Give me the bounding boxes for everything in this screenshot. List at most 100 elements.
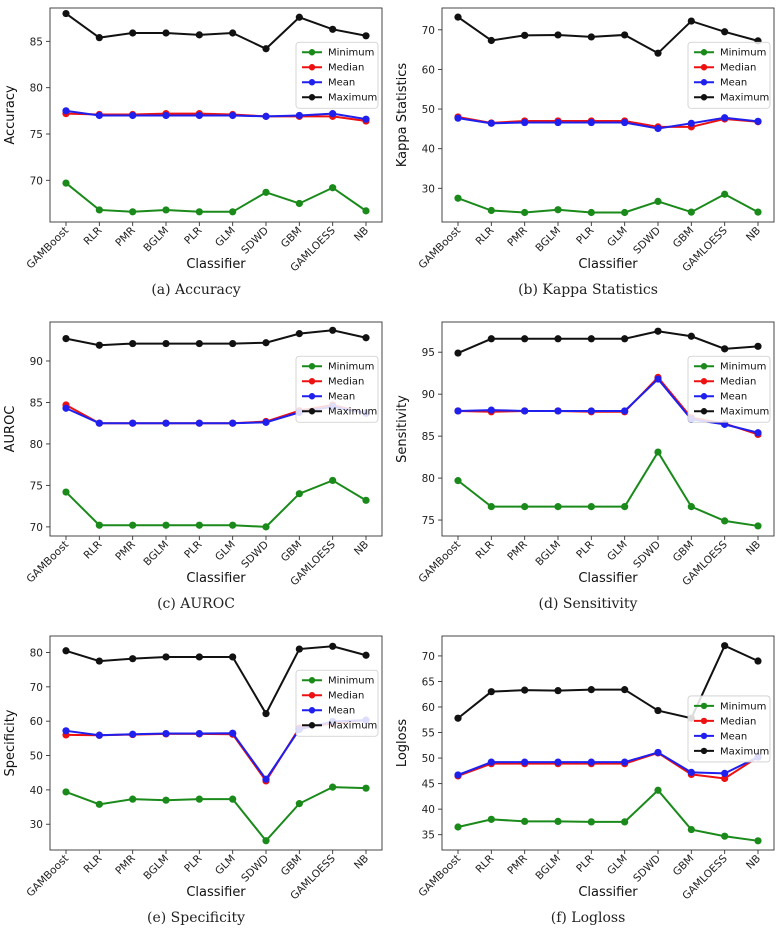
data-point-maximum xyxy=(587,686,595,694)
data-point-minimum xyxy=(521,503,529,511)
data-point-maximum xyxy=(229,29,237,37)
series-line-minimum xyxy=(457,450,759,527)
legend-marker-mean xyxy=(700,79,708,86)
data-point-minimum xyxy=(454,477,462,485)
y-tick-label: 85 xyxy=(30,397,43,409)
legend-marker-minimum xyxy=(700,702,708,710)
y-tick-label: 45 xyxy=(422,779,435,791)
data-point-minimum xyxy=(295,490,303,498)
data-point-maximum xyxy=(329,642,337,650)
series-line-maximum xyxy=(457,644,759,720)
y-tick-label: 80 xyxy=(30,83,43,95)
chart-svg-f: 35 40 45 50 55 60 65 70 GAMBoost RLR PMR BGLM PLR GLM… xyxy=(395,635,775,902)
legend-label-mean: Mean xyxy=(328,78,355,89)
data-point-maximum xyxy=(62,9,70,18)
legend: Minimum Median Mean Maximum xyxy=(687,695,771,763)
data-point-mean xyxy=(554,407,562,415)
data-point-maximum xyxy=(262,710,270,718)
series-line-median xyxy=(457,751,759,780)
legend-label-maximum: Maximum xyxy=(328,407,377,418)
y-tick-label: 60 xyxy=(30,716,43,728)
x-tick-label: BGLM xyxy=(141,225,171,255)
data-point-minimum xyxy=(587,208,595,217)
data-point-mean xyxy=(95,731,103,739)
legend-marker-median xyxy=(700,64,708,71)
data-point-mean xyxy=(621,758,629,766)
legend-marker-mean xyxy=(308,79,316,86)
data-point-minimum xyxy=(521,817,529,825)
x-tick-label: GAMBoost xyxy=(416,539,463,586)
plot-frame xyxy=(49,321,383,537)
data-point-maximum xyxy=(587,335,595,343)
data-point-maximum xyxy=(295,330,303,338)
data-point-minimum xyxy=(329,184,337,192)
data-point-mean xyxy=(521,758,529,766)
data-point-mean xyxy=(62,107,70,115)
data-point-minimum xyxy=(721,517,729,525)
y-tick-label: 95 xyxy=(422,347,435,359)
data-point-maximum xyxy=(162,29,170,37)
data-point-minimum xyxy=(687,825,695,834)
data-point-mean xyxy=(329,110,337,118)
data-point-mean xyxy=(195,729,203,738)
y-tick-label: 50 xyxy=(30,751,43,763)
data-point-minimum xyxy=(687,503,695,511)
x-tick-label: RLR xyxy=(82,539,105,562)
legend-label-mean: Mean xyxy=(720,392,747,403)
x-tick-label: NB xyxy=(352,225,371,244)
data-point-minimum xyxy=(195,521,203,529)
x-tick-label: GAMBoost xyxy=(24,539,71,586)
data-point-mean xyxy=(195,111,203,120)
data-point-minimum xyxy=(487,815,495,823)
x-tick-label: BGLM xyxy=(141,853,171,883)
data-point-maximum xyxy=(687,332,695,340)
data-point-minimum xyxy=(362,496,370,504)
data-point-minimum xyxy=(195,208,203,216)
data-point-maximum xyxy=(687,17,695,25)
plot-frame xyxy=(441,635,775,851)
y-tick-label: 50 xyxy=(422,753,435,765)
legend-marker-mean xyxy=(700,393,708,400)
series-line-maximum xyxy=(65,329,367,347)
data-point-maximum xyxy=(521,31,529,39)
series-line-mean xyxy=(65,109,367,121)
data-point-mean xyxy=(295,111,303,120)
x-tick-label: PLR xyxy=(574,853,596,875)
data-point-maximum xyxy=(95,657,103,665)
data-point-minimum xyxy=(262,188,270,196)
x-tick-label: GLM xyxy=(605,539,630,564)
data-point-minimum xyxy=(95,521,103,529)
panel-caption: (b) Kappa Statistics xyxy=(518,282,658,298)
data-point-mean xyxy=(162,729,170,738)
legend-marker-maximum xyxy=(308,94,316,101)
series-line-minimum xyxy=(65,479,367,528)
data-point-minimum xyxy=(362,784,370,792)
x-tick-label: RLR xyxy=(474,539,497,562)
data-point-maximum xyxy=(454,349,462,357)
data-point-mean xyxy=(754,117,762,125)
data-point-mean xyxy=(587,407,595,415)
data-point-minimum xyxy=(162,521,170,529)
legend-label-median: Median xyxy=(328,377,364,388)
x-tick-label: GLM xyxy=(605,853,630,878)
data-point-minimum xyxy=(62,788,70,796)
y-axis-label: Logloss xyxy=(395,719,410,768)
legend-box xyxy=(295,355,379,423)
data-point-minimum xyxy=(329,783,337,791)
legend-marker-maximum xyxy=(700,747,708,755)
data-point-maximum xyxy=(95,34,103,42)
x-tick-label: GLM xyxy=(213,225,238,250)
y-tick-label: 90 xyxy=(422,389,435,401)
data-point-mean xyxy=(487,119,495,127)
x-tick-label: GBM xyxy=(279,225,305,251)
x-tick-label: GBM xyxy=(671,539,697,565)
data-point-minimum xyxy=(754,837,762,845)
data-point-mean xyxy=(262,418,270,426)
data-point-mean xyxy=(454,771,462,779)
data-point-maximum xyxy=(654,706,662,715)
legend-label-maximum: Maximum xyxy=(328,721,377,732)
series-line-mean xyxy=(457,116,759,130)
data-point-maximum xyxy=(195,31,203,39)
series-line-mean xyxy=(457,751,759,776)
